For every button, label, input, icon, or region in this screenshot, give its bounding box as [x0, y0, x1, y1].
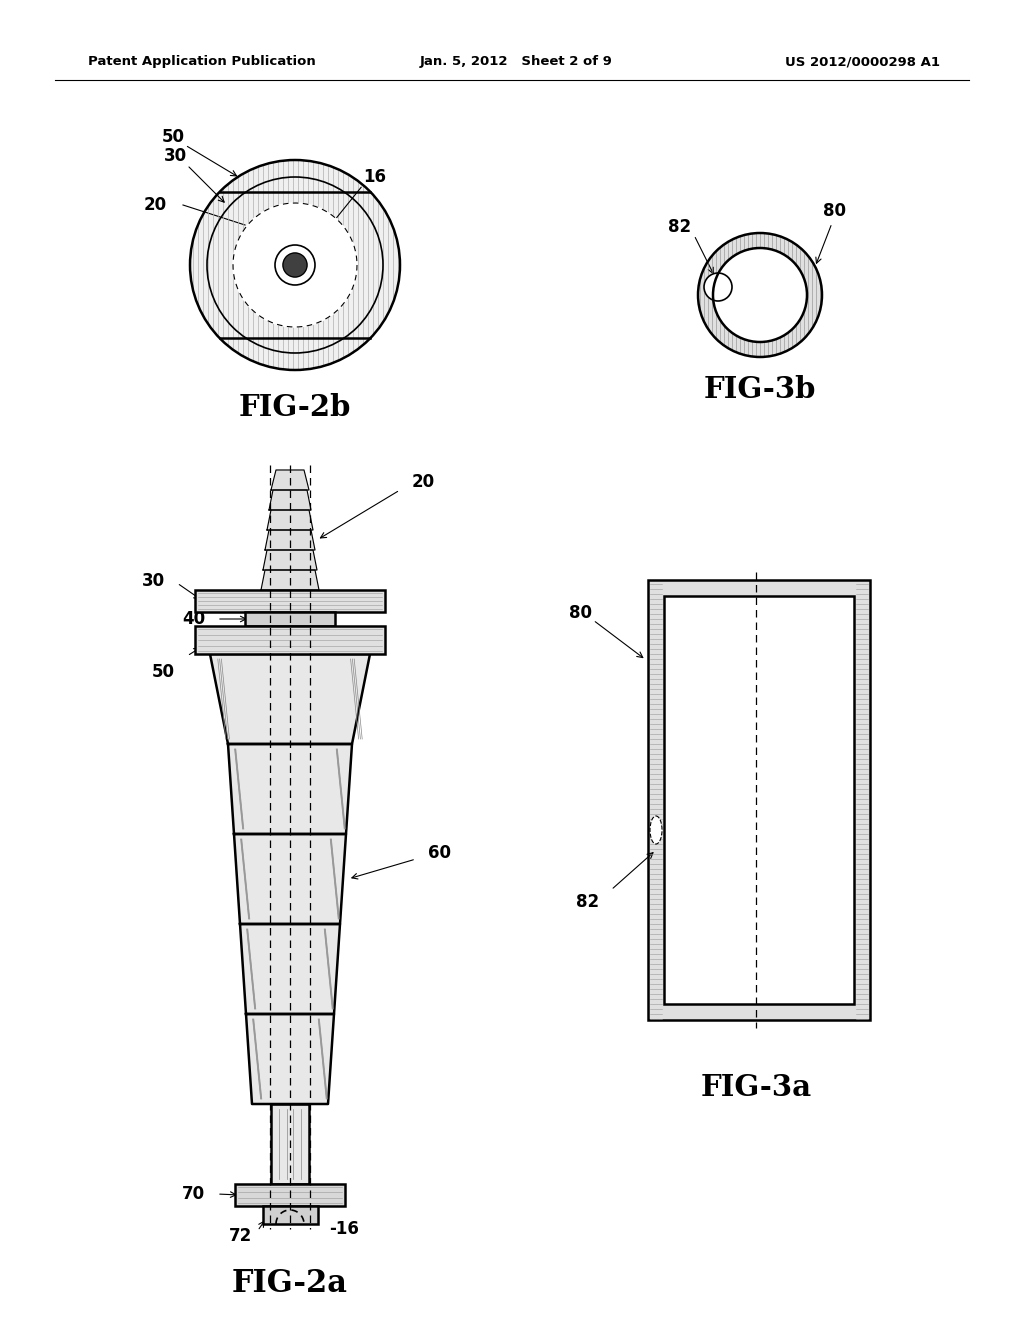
Text: FIG-3b: FIG-3b [703, 375, 816, 404]
Ellipse shape [650, 816, 662, 843]
Bar [664, 597, 854, 1005]
Bar [195, 626, 385, 653]
Text: 80: 80 [568, 605, 592, 622]
Circle shape [190, 160, 400, 370]
Circle shape [283, 253, 307, 277]
Bar [648, 579, 870, 1020]
Circle shape [190, 160, 400, 370]
Text: 60: 60 [428, 843, 451, 862]
Polygon shape [265, 531, 315, 550]
Polygon shape [210, 653, 370, 744]
Text: -16: -16 [329, 1220, 358, 1238]
Polygon shape [271, 470, 309, 490]
Bar [245, 612, 335, 626]
Text: 20: 20 [144, 195, 167, 214]
Text: 30: 30 [164, 147, 186, 165]
Polygon shape [240, 924, 340, 1014]
Text: 82: 82 [577, 894, 600, 911]
Text: 50: 50 [152, 663, 175, 681]
Text: FIG-2b: FIG-2b [239, 393, 351, 422]
Text: 20: 20 [412, 473, 435, 491]
Text: US 2012/0000298 A1: US 2012/0000298 A1 [785, 55, 940, 69]
Polygon shape [261, 570, 319, 590]
Text: 16: 16 [364, 168, 386, 186]
Bar [271, 1104, 309, 1184]
Bar [195, 590, 385, 612]
Text: Jan. 5, 2012   Sheet 2 of 9: Jan. 5, 2012 Sheet 2 of 9 [420, 55, 613, 69]
Bar [234, 1184, 345, 1206]
Polygon shape [228, 744, 352, 834]
Bar [262, 1206, 317, 1224]
Text: Patent Application Publication: Patent Application Publication [88, 55, 315, 69]
Text: 30: 30 [142, 572, 165, 590]
Polygon shape [267, 510, 313, 531]
Circle shape [698, 234, 822, 356]
Text: 82: 82 [669, 218, 691, 236]
Circle shape [713, 248, 807, 342]
Polygon shape [234, 834, 346, 924]
Text: 50: 50 [162, 128, 184, 147]
Polygon shape [263, 550, 317, 570]
Text: FIG-3a: FIG-3a [700, 1073, 812, 1102]
Polygon shape [246, 1014, 334, 1104]
Text: 40: 40 [182, 610, 205, 628]
Circle shape [275, 246, 315, 285]
Circle shape [233, 203, 357, 327]
Text: 72: 72 [229, 1228, 253, 1245]
Text: 70: 70 [182, 1185, 205, 1203]
Circle shape [705, 273, 732, 301]
Text: 80: 80 [822, 202, 846, 220]
Text: FIG-2a: FIG-2a [232, 1269, 348, 1299]
Polygon shape [269, 490, 311, 510]
